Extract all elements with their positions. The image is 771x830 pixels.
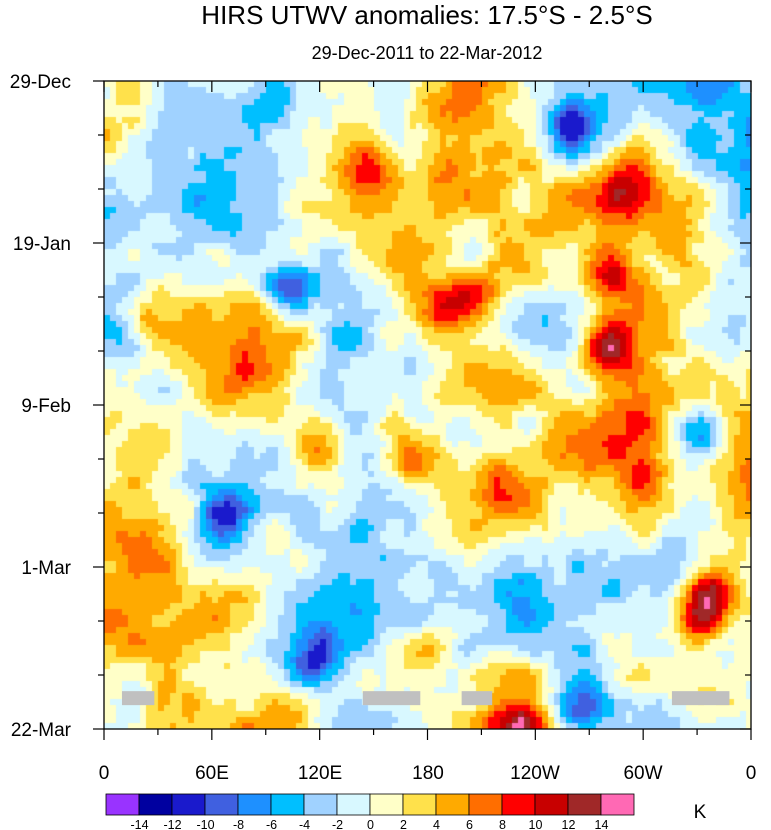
x-tick-label: 180 [412,763,444,784]
colorbar-box [171,793,206,816]
missing-data-band [121,691,155,706]
colorbar-unit-label: K [694,802,707,823]
y-tick-label: 1-Mar [21,558,71,579]
x-tick-label: 120W [510,763,560,784]
colorbar-tick-label: -10 [196,818,214,830]
colorbar-box [336,793,371,816]
colorbar-box [435,793,470,816]
colorbar-tick-label: 0 [367,818,374,830]
heatmap-plot-area [104,81,751,729]
axis-ticks [93,80,752,740]
colorbar-tick-label: 2 [400,818,407,830]
colorbar: -14 -12 -10 -8 -6 -4 -2 0 2 4 6 8 10 12 … [105,793,707,830]
x-tick-label: 0 [746,763,757,784]
colorbar-tick-label: -2 [332,818,343,830]
colorbar-tick-label: 14 [595,818,609,830]
colorbar-box [237,793,272,816]
colorbar-box [270,793,305,816]
colorbar-tick-label: -14 [130,818,148,830]
colorbar-box [402,793,437,816]
x-axis: 0 60E 120E 180 120W 60W 0 [99,763,757,784]
colorbar-labels: -14 -12 -10 -8 -6 -4 -2 0 2 4 6 8 10 12 … [130,818,608,830]
colorbar-box [105,793,140,816]
colorbar-boxes [105,793,635,816]
colorbar-box [138,793,173,816]
y-tick-label: 29-Dec [10,72,71,93]
x-tick-label: 60W [623,763,662,784]
colorbar-box [204,793,239,816]
missing-data-band [461,691,493,706]
missing-data-bands [121,691,730,706]
colorbar-tick-label: -4 [299,818,310,830]
colorbar-tick-label: -12 [163,818,181,830]
colorbar-tick-label: 8 [499,818,506,830]
colorbar-box [468,793,503,816]
colorbar-box [303,793,338,816]
colorbar-tick-label: 4 [433,818,440,830]
y-tick-label: 9-Feb [21,396,71,417]
colorbar-tick-label: 10 [529,818,543,830]
colorbar-box [567,793,602,816]
colorbar-tick-label: -6 [266,818,277,830]
x-tick-label: 60E [195,763,229,784]
colorbar-tick-label: 6 [466,818,473,830]
x-tick-label: 0 [99,763,110,784]
missing-data-band [362,691,421,706]
y-tick-label: 19-Jan [13,234,71,255]
colorbar-tick-label: 12 [562,818,576,830]
chart-subtitle: 29-Dec-2011 to 22-Mar-2012 [312,43,543,63]
x-tick-label: 120E [298,763,342,784]
chart-title: HIRS UTWV anomalies: 17.5°S - 2.5°S [201,0,652,30]
colorbar-tick-label: -8 [233,818,244,830]
missing-data-band [671,691,730,706]
y-tick-label: 22-Mar [11,720,72,741]
colorbar-box [501,793,536,816]
colorbar-box [534,793,569,816]
colorbar-box [369,793,404,816]
y-axis: 29-Dec 19-Jan 9-Feb 1-Mar 22-Mar [10,72,72,741]
colorbar-box [600,793,635,816]
